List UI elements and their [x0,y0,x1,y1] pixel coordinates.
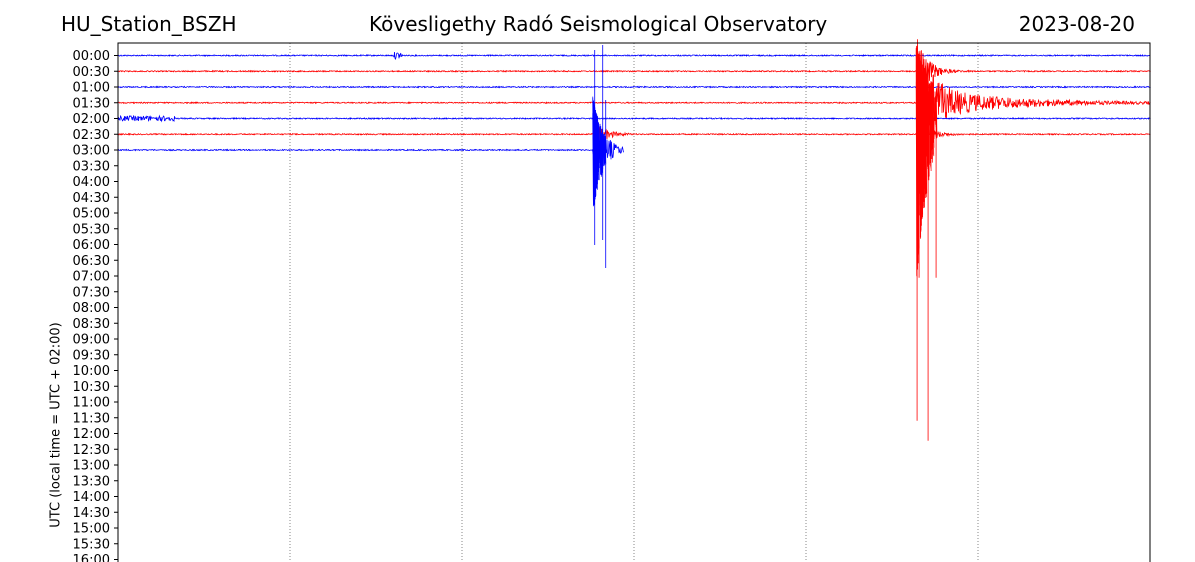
y-tick-label: 01:30 [73,96,110,111]
y-tick-label: 15:30 [73,537,110,552]
y-tick-label: 03:00 [73,144,110,159]
y-tick-label: 08:30 [73,317,110,332]
seismogram-trace-1 [117,52,1151,61]
y-tick-label: 05:30 [73,222,110,237]
y-tick-label: 07:00 [73,270,110,285]
plot-frame [117,42,1151,562]
y-tick-label: 14:30 [73,506,110,521]
y-tick-label: 16:00 [73,553,110,562]
y-tick-label: 02:00 [73,112,110,127]
event-spikes [592,45,938,441]
y-tick-label: 12:30 [73,443,110,458]
y-tick-label: 12:00 [73,427,110,442]
y-tick-label: 05:00 [73,207,110,222]
y-tick-label: 08:00 [73,301,110,316]
y-tick-label: 10:30 [73,380,110,395]
record-date: 2023-08-20 [1018,12,1135,36]
y-tick-label: 09:30 [73,348,110,363]
page-title: Kövesligethy Radó Seismological Observat… [369,12,828,36]
y-tick-label: 01:00 [73,81,110,96]
seismogram-trace-7 [117,115,624,170]
y-tick-label: 14:00 [73,490,110,505]
y-tick-label: 06:00 [73,238,110,253]
y-tick-label: 02:30 [73,128,110,143]
y-tick-label: 11:30 [73,411,110,426]
seismogram-trace-3 [117,85,1151,89]
y-axis-ticks: 00:0000:3001:0001:3002:0002:3003:0003:30… [73,49,118,562]
y-tick-label: 10:00 [73,364,110,379]
seismogram-trace-4 [117,39,1151,151]
red-event-peaks [916,102,937,441]
station-name: HU_Station_BSZH [61,12,237,36]
y-tick-label: 13:00 [73,459,110,474]
y-tick-label: 07:30 [73,285,110,300]
y-tick-label: 00:30 [73,65,110,80]
y-tick-label: 06:30 [73,254,110,269]
blue-event-spikes [592,96,607,207]
y-tick-label: 03:30 [73,159,110,174]
grid-lines [289,43,979,562]
seismogram-traces [117,39,1151,441]
y-tick-label: 11:00 [73,396,110,411]
seismogram-trace-2 [117,46,1151,92]
seismogram-trace-6 [117,119,1151,152]
y-tick-label: 15:00 [73,522,110,537]
y-tick-label: 13:30 [73,474,110,489]
y-tick-label: 09:00 [73,333,110,348]
y-tick-label: 04:00 [73,175,110,190]
y-tick-label: 04:30 [73,191,110,206]
seismogram-trace-5 [117,114,1151,123]
blue-event-peaks [594,45,607,268]
y-tick-label: 00:00 [73,49,110,64]
